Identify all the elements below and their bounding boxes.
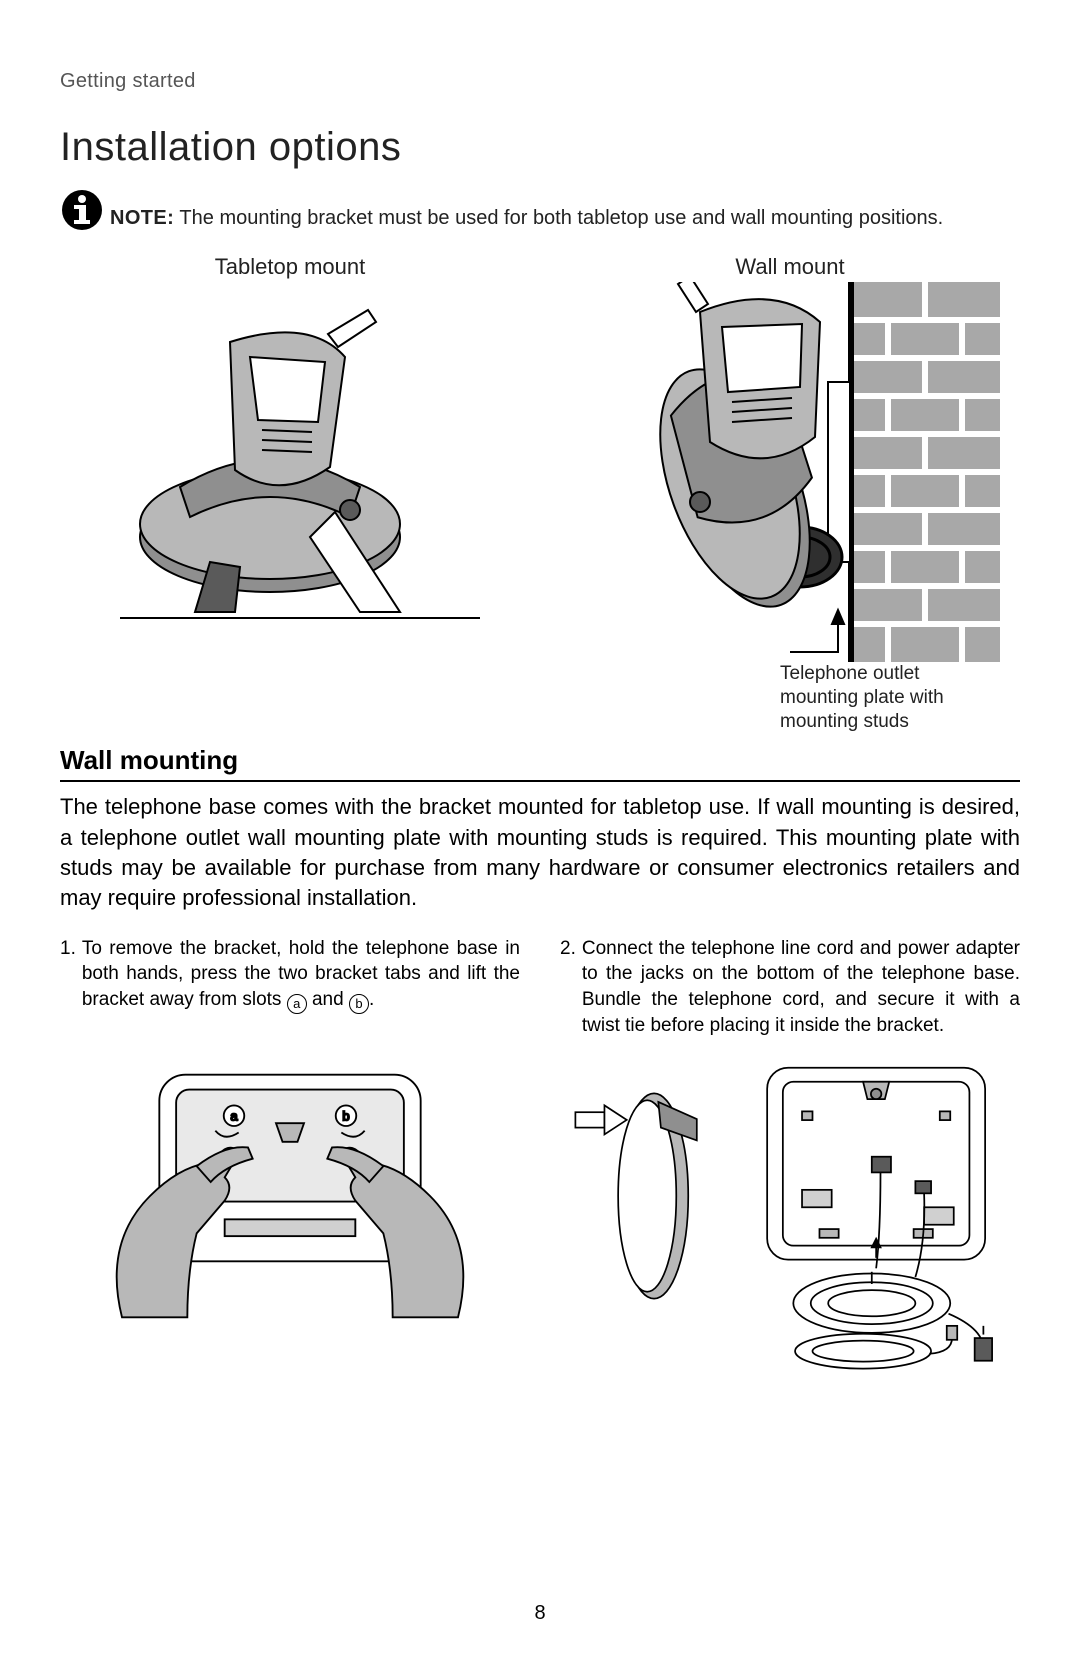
step-1-text: To remove the bracket, hold the telephon… (82, 936, 520, 1039)
wall-mounting-heading: Wall mounting (60, 745, 1020, 782)
slot-a-icon: a (287, 994, 307, 1014)
tabletop-label: Tabletop mount (215, 254, 365, 280)
step-2-figure (560, 1056, 1020, 1376)
step-2-number: 2. (560, 936, 576, 1039)
steps-row: 1. To remove the bracket, hold the telep… (60, 936, 1020, 1039)
wall-caption: Telephone outlet mounting plate with mou… (780, 662, 980, 733)
info-icon (60, 188, 104, 232)
note-text: NOTE: The mounting bracket must be used … (110, 207, 943, 232)
wall-caption-row: Telephone outlet mounting plate with mou… (60, 662, 1020, 733)
note-prefix: NOTE: (110, 207, 174, 229)
page-number: 8 (0, 1602, 1080, 1625)
step-figures: a b (60, 1056, 1020, 1376)
page-title: Installation options (60, 125, 1020, 170)
section-header: Getting started (60, 70, 1020, 93)
step-1-number: 1. (60, 936, 76, 1039)
step-2-text: Connect the telephone line cord and powe… (582, 936, 1020, 1039)
manual-page: Getting started Installation options NOT… (0, 0, 1080, 1669)
step-2: 2. Connect the telephone line cord and p… (560, 936, 1020, 1039)
slot-b-icon: b (349, 994, 369, 1014)
note-row: NOTE: The mounting bracket must be used … (60, 188, 1020, 232)
wall-mounting-paragraph: The telephone base comes with the bracke… (60, 792, 1020, 913)
tabletop-illustration (60, 292, 520, 652)
step-1: 1. To remove the bracket, hold the telep… (60, 936, 520, 1039)
wall-column: Wall mount (560, 254, 1020, 652)
step-1-figure: a b (60, 1056, 520, 1376)
note-body: The mounting bracket must be used for bo… (179, 207, 943, 229)
wall-label: Wall mount (735, 254, 844, 280)
wall-illustration (560, 292, 1020, 652)
svg-text:a: a (230, 1109, 238, 1124)
tabletop-column: Tabletop mount (60, 254, 520, 652)
brick-wall (848, 282, 1000, 662)
svg-text:b: b (342, 1109, 349, 1124)
mount-options: Tabletop mount (60, 254, 1020, 652)
